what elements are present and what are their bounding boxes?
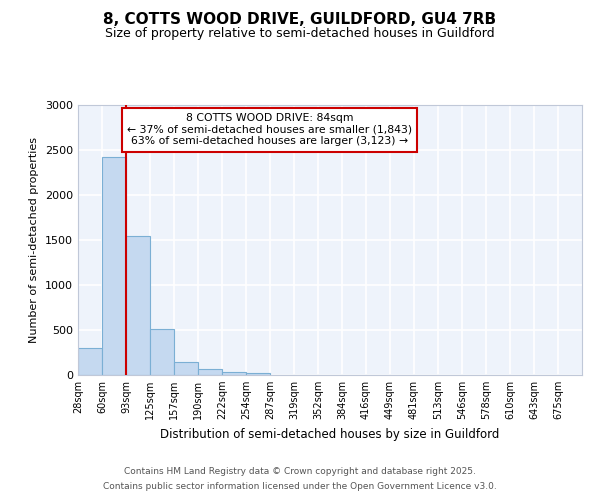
- Text: 8 COTTS WOOD DRIVE: 84sqm
← 37% of semi-detached houses are smaller (1,843)
63% : 8 COTTS WOOD DRIVE: 84sqm ← 37% of semi-…: [127, 113, 412, 146]
- Bar: [78, 348, 102, 375]
- Text: Size of property relative to semi-detached houses in Guildford: Size of property relative to semi-detach…: [105, 28, 495, 40]
- Bar: [198, 369, 222, 375]
- Text: 8, COTTS WOOD DRIVE, GUILDFORD, GU4 7RB: 8, COTTS WOOD DRIVE, GUILDFORD, GU4 7RB: [103, 12, 497, 28]
- Bar: [246, 373, 270, 375]
- Bar: [174, 362, 198, 375]
- Bar: [102, 157, 126, 375]
- Text: Contains public sector information licensed under the Open Government Licence v3: Contains public sector information licen…: [103, 482, 497, 491]
- Y-axis label: Number of semi-detached properties: Number of semi-detached properties: [29, 137, 40, 343]
- Bar: [126, 236, 150, 375]
- Bar: [150, 329, 174, 375]
- X-axis label: Distribution of semi-detached houses by size in Guildford: Distribution of semi-detached houses by …: [160, 428, 500, 440]
- Text: Contains HM Land Registry data © Crown copyright and database right 2025.: Contains HM Land Registry data © Crown c…: [124, 467, 476, 476]
- Bar: [222, 372, 246, 375]
